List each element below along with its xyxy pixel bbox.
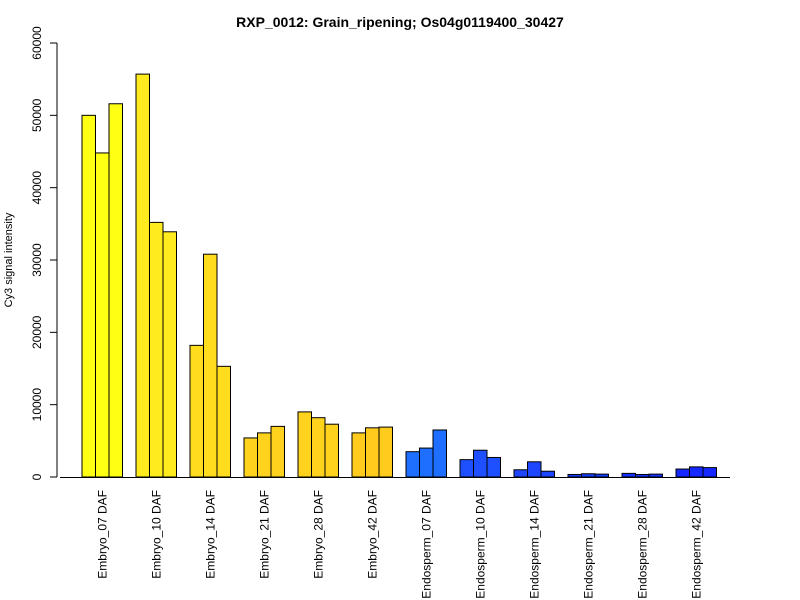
- bar: [95, 152, 110, 478]
- bar: [419, 447, 434, 478]
- y-tick-label: 20000: [30, 315, 44, 349]
- chart-title: RXP_0012: Grain_ripening; Os04g0119400_3…: [236, 14, 564, 30]
- y-tick-label: 40000: [30, 171, 44, 205]
- bar: [635, 473, 650, 478]
- bar: [581, 473, 596, 478]
- y-tick-label: 0: [30, 473, 44, 480]
- bar: [135, 73, 150, 478]
- y-axis-label: Cy3 signal intensity: [3, 212, 15, 307]
- bar: [405, 451, 420, 478]
- bar: [378, 426, 393, 478]
- x-tick-label: Endosperm_42 DAF: [689, 490, 703, 599]
- bar: [108, 103, 123, 478]
- y-tick-label: 50000: [30, 98, 44, 132]
- bar: [243, 437, 258, 478]
- bar: [527, 461, 542, 478]
- bar: [702, 467, 717, 478]
- bar: [513, 469, 528, 478]
- bar: [216, 365, 231, 478]
- x-tick-labels: Embryo_07 DAF Embryo_10 DAF Embryo_14 DAF E…: [95, 490, 703, 599]
- bar: [311, 417, 326, 478]
- y-axis: 0 10000 20000 30000 40000 50000 60000: [30, 26, 58, 480]
- x-tick-label: Endosperm_21 DAF: [581, 490, 595, 599]
- bars-layer: [81, 73, 717, 478]
- x-tick-label: Endosperm_14 DAF: [527, 490, 541, 599]
- bar: [270, 425, 285, 478]
- x-tick-label: Embryo_42 DAF: [365, 490, 379, 579]
- bar: [689, 466, 704, 478]
- bar: [189, 344, 204, 478]
- x-tick-label: Endosperm_07 DAF: [419, 490, 433, 599]
- bar: [594, 473, 609, 478]
- bar: [486, 456, 501, 478]
- bar: [540, 470, 555, 478]
- x-tick-label: Endosperm_28 DAF: [635, 490, 649, 599]
- x-tick-label: Embryo_14 DAF: [203, 490, 217, 579]
- bar: [351, 432, 366, 478]
- bar: [162, 231, 177, 478]
- bar: [324, 423, 339, 478]
- bar: [432, 429, 447, 478]
- y-tick-label: 30000: [30, 243, 44, 277]
- x-tick-label: Endosperm_10 DAF: [473, 490, 487, 599]
- bar: [675, 468, 690, 478]
- bar: [81, 114, 96, 478]
- bar: [567, 473, 582, 478]
- bar: [257, 432, 272, 478]
- y-tick-label: 60000: [30, 26, 44, 60]
- x-tick-label: Embryo_21 DAF: [257, 490, 271, 579]
- x-tick-label: Embryo_07 DAF: [95, 490, 109, 579]
- bar: [149, 221, 164, 478]
- bar: [365, 427, 380, 478]
- y-tick-label: 10000: [30, 388, 44, 422]
- bar: [459, 459, 474, 478]
- x-tick-label: Embryo_10 DAF: [149, 490, 163, 579]
- bar: [203, 253, 218, 478]
- bar: [621, 472, 636, 478]
- bar: [648, 473, 663, 478]
- bar: [297, 411, 312, 478]
- bar: [473, 449, 488, 478]
- x-tick-label: Embryo_28 DAF: [311, 490, 325, 579]
